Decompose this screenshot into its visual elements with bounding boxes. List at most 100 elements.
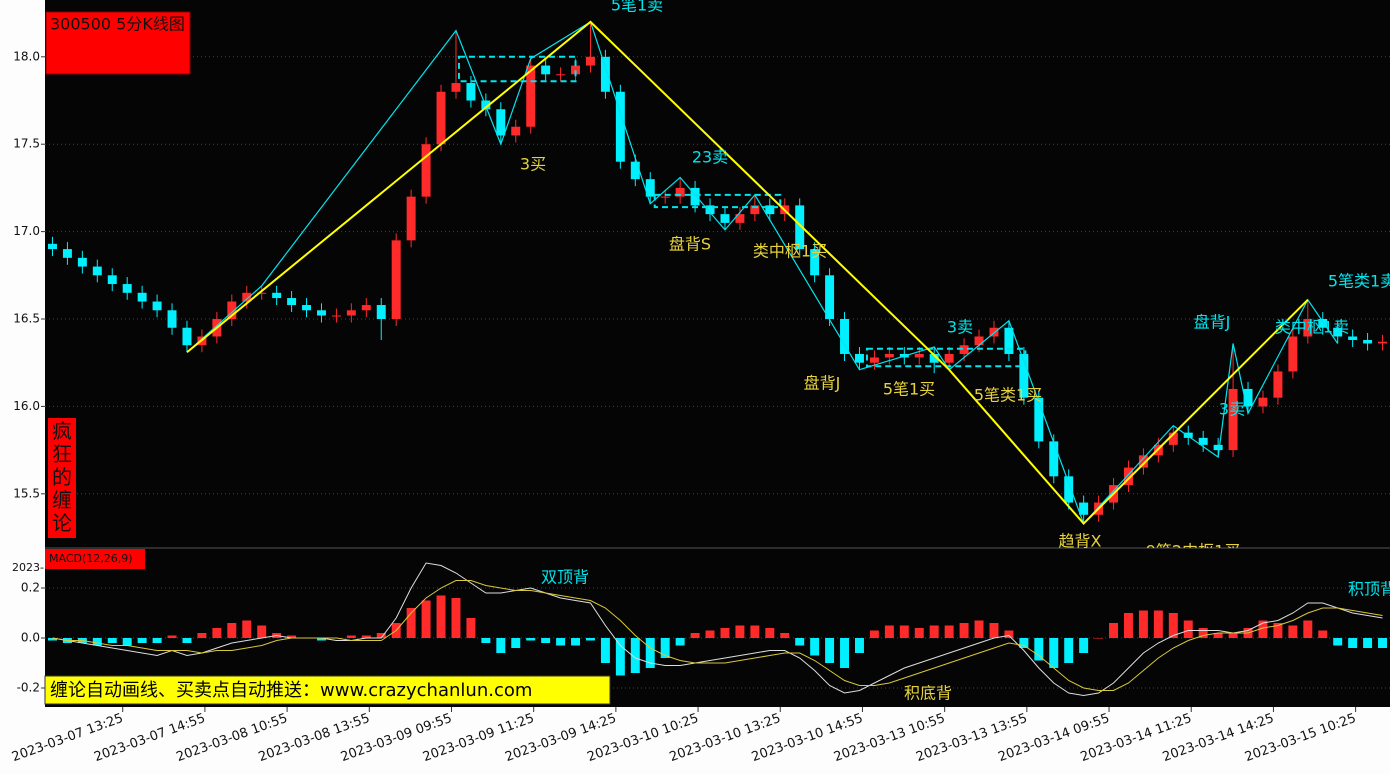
annotation: 盘背S <box>669 235 711 254</box>
candle-body <box>107 275 117 285</box>
macd-bar <box>780 633 790 638</box>
macd-bar <box>600 638 610 663</box>
macd-bar <box>795 638 805 646</box>
macd-bar <box>1168 613 1178 638</box>
annotation: 盘背J <box>804 374 841 393</box>
candle-body <box>1378 341 1388 344</box>
macd-bar <box>481 638 491 643</box>
macd-bar <box>810 638 820 656</box>
candle-body <box>1333 327 1343 337</box>
candle-body <box>316 310 326 316</box>
candle-body <box>541 65 551 75</box>
candle-body <box>167 310 177 328</box>
candle-body <box>77 257 87 267</box>
macd-bar <box>1004 630 1014 638</box>
candle-body <box>1228 388 1238 451</box>
candle-body <box>854 353 864 363</box>
macd-bar <box>735 625 745 638</box>
candle-body <box>585 56 595 66</box>
macd-bar <box>854 638 864 653</box>
macd-bar <box>675 638 685 646</box>
macd-bar <box>1079 638 1089 653</box>
candle-body <box>451 83 461 92</box>
annotation: 9笔2中枢1买 <box>1146 542 1241 561</box>
candle-body <box>1183 432 1193 438</box>
macd-bar <box>227 623 237 638</box>
candle-body <box>421 144 431 197</box>
candle-body <box>929 353 939 363</box>
candle-body <box>825 275 835 320</box>
macd-bar <box>212 628 222 638</box>
candle-body <box>1004 327 1014 354</box>
y-tick-label: 0.2 <box>21 581 40 595</box>
macd-bar <box>959 623 969 638</box>
macd-bar <box>511 638 521 648</box>
macd-bar <box>1318 630 1328 638</box>
candle-body <box>630 161 640 180</box>
macd-bar <box>825 638 835 663</box>
annotation: 积顶背 <box>1348 580 1390 599</box>
candle-body <box>331 315 341 317</box>
candle-body <box>242 292 252 302</box>
candle-body <box>1213 444 1223 451</box>
annotation: 5笔类1卖 <box>1328 272 1390 291</box>
macd-bar <box>257 625 267 638</box>
macd-bar <box>1198 628 1208 638</box>
candle-body <box>47 243 57 250</box>
macd-bar <box>1094 638 1104 639</box>
macd-bar <box>1019 638 1029 648</box>
candle-body <box>989 327 999 337</box>
macd-bar <box>944 625 954 638</box>
annotation: 3卖 <box>947 318 973 337</box>
candle-body <box>1258 397 1268 407</box>
macd-bar <box>466 618 476 638</box>
banner-box <box>44 675 611 705</box>
macd-bar <box>899 625 909 638</box>
macd-bar <box>645 638 655 668</box>
candle-body <box>1049 441 1059 477</box>
macd-bar <box>1183 620 1193 638</box>
macd-title: MACD(12,26,9) <box>49 552 133 565</box>
candle-body <box>1363 339 1373 344</box>
macd-bar <box>884 625 894 638</box>
candle-body <box>272 292 282 299</box>
candle-body <box>436 91 446 145</box>
macd-bar <box>496 638 506 653</box>
candle-body <box>1079 502 1089 515</box>
macd-bar <box>571 638 581 646</box>
macd-bar <box>840 638 850 668</box>
macd-title-box <box>45 549 145 569</box>
macd-line <box>52 580 1383 691</box>
candle-body <box>675 187 685 197</box>
macd-bar <box>1123 613 1133 638</box>
y-tick-label: 16.5 <box>13 312 40 326</box>
annotation: 类中枢1买 <box>753 242 827 261</box>
macd-bar <box>1378 638 1388 648</box>
candle-body <box>1138 455 1148 468</box>
annotation: 5笔1卖 <box>611 0 663 15</box>
macd-bar <box>585 638 595 641</box>
candle-body <box>361 305 371 311</box>
candle-body <box>974 336 984 346</box>
side-label: 疯狂的缠论 <box>52 419 72 535</box>
annotation: 双顶背 <box>541 568 589 587</box>
candle-body <box>750 205 760 215</box>
macd-bar <box>869 630 879 638</box>
main-panel: 5笔1卖3买23卖盘背S类中枢1买3卖盘背J5笔1买5笔类1买趋背X9笔2中枢1… <box>45 0 1390 561</box>
candle-body <box>152 301 162 311</box>
macd-bar <box>167 635 177 638</box>
candle-body <box>571 65 581 75</box>
pivot-box <box>653 193 782 209</box>
macd-bar <box>182 638 192 643</box>
candle-body <box>122 284 132 293</box>
annotation: 3卖 <box>1219 400 1245 419</box>
y-tick-label: 16.0 <box>13 399 40 413</box>
macd-bar <box>705 630 715 638</box>
macd-bar <box>421 600 431 638</box>
candle-body <box>511 126 521 136</box>
macd-bar <box>406 608 416 638</box>
macd-bar <box>750 625 760 638</box>
candle-body <box>615 91 625 162</box>
